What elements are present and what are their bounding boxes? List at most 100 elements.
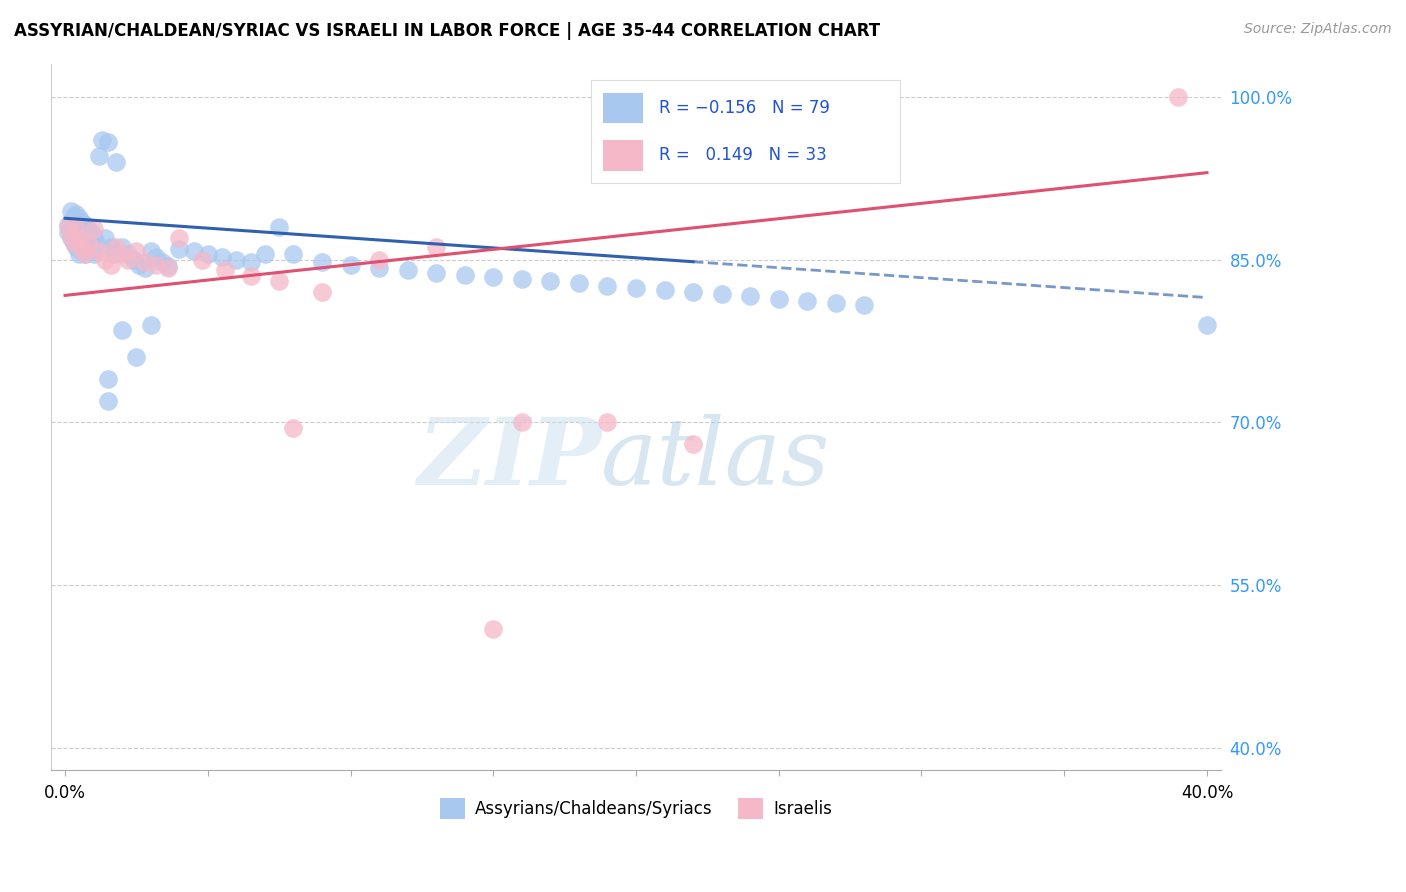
Point (139, 318, 162, 332)
Point (156, 259, 179, 273)
Point (122, 252, 145, 267)
Point (191, 252, 214, 267)
Point (128, 258, 150, 272)
Point (65, 219, 87, 234)
Point (67, 231, 90, 245)
Point (311, 285, 333, 300)
Point (183, 244, 205, 258)
Point (768, 292, 790, 306)
Point (73, 247, 96, 261)
Point (56, 218, 79, 232)
Point (70, 228, 93, 243)
Point (86, 236, 108, 251)
Point (269, 274, 291, 288)
Y-axis label: In Labor Force | Age 35-44: In Labor Force | Age 35-44 (0, 308, 8, 526)
Point (283, 247, 305, 261)
Point (111, 323, 134, 337)
Point (56, 226, 79, 240)
Point (596, 278, 619, 293)
Point (100, 239, 122, 253)
Point (59, 231, 82, 245)
Text: Source: ZipAtlas.com: Source: ZipAtlas.com (1244, 22, 1392, 37)
Point (62, 222, 84, 236)
Point (89, 149, 111, 163)
Point (145, 251, 167, 265)
Point (239, 254, 262, 268)
Point (73, 247, 96, 261)
Point (269, 219, 291, 234)
Point (67, 211, 90, 226)
Point (824, 296, 846, 310)
Text: R =   0.149   N = 33: R = 0.149 N = 33 (658, 146, 827, 164)
Point (70, 244, 93, 258)
Point (83, 222, 105, 236)
Point (1195, 318, 1218, 332)
Point (197, 247, 219, 261)
Point (125, 244, 148, 258)
Point (111, 247, 134, 261)
FancyBboxPatch shape (603, 93, 643, 123)
Point (65, 239, 87, 253)
Point (167, 231, 190, 245)
Point (56, 219, 79, 234)
Point (311, 254, 333, 268)
Point (740, 289, 762, 303)
Point (682, 285, 704, 300)
Point (396, 263, 419, 277)
Point (654, 283, 676, 297)
Point (94, 231, 117, 245)
Point (97, 393, 120, 408)
Point (97, 135, 120, 149)
Point (59, 203, 82, 218)
Point (67, 231, 90, 245)
Point (150, 254, 173, 268)
Point (225, 252, 247, 267)
Point (117, 252, 139, 267)
Point (710, 287, 733, 301)
Point (73, 218, 96, 232)
Point (1167, 89, 1189, 103)
Point (105, 239, 128, 253)
Point (97, 372, 120, 386)
Point (425, 239, 447, 253)
Point (510, 416, 533, 430)
Point (62, 236, 84, 251)
Point (77, 222, 100, 236)
Point (59, 228, 82, 243)
Point (796, 293, 818, 308)
Text: atlas: atlas (600, 415, 831, 504)
Point (482, 269, 505, 284)
Point (134, 254, 156, 268)
Point (65, 207, 87, 221)
Point (77, 236, 100, 251)
Point (139, 244, 162, 258)
Point (538, 274, 561, 288)
Point (80, 226, 103, 240)
Point (368, 252, 391, 267)
Point (368, 261, 391, 276)
Point (103, 247, 125, 261)
Text: ASSYRIAN/CHALDEAN/SYRIAC VS ISRAELI IN LABOR FORCE | AGE 35-44 CORRELATION CHART: ASSYRIAN/CHALDEAN/SYRIAC VS ISRAELI IN L… (14, 22, 880, 40)
Point (73, 233, 96, 247)
Point (91, 133, 114, 147)
Point (94, 252, 117, 267)
Point (83, 247, 105, 261)
Point (156, 261, 179, 276)
Legend: Assyrians/Chaldeans/Syriacs, Israelis: Assyrians/Chaldeans/Syriacs, Israelis (433, 791, 838, 825)
Point (283, 421, 305, 435)
Point (89, 244, 111, 258)
Point (62, 236, 84, 251)
Point (59, 219, 82, 234)
Point (62, 209, 84, 223)
Point (100, 258, 122, 272)
Point (70, 242, 93, 256)
Point (105, 154, 128, 169)
Point (425, 266, 447, 280)
Point (510, 272, 533, 286)
Point (125, 351, 148, 365)
Point (482, 622, 505, 636)
Point (853, 298, 876, 312)
Point (77, 239, 100, 253)
Point (80, 244, 103, 258)
Point (67, 247, 90, 261)
